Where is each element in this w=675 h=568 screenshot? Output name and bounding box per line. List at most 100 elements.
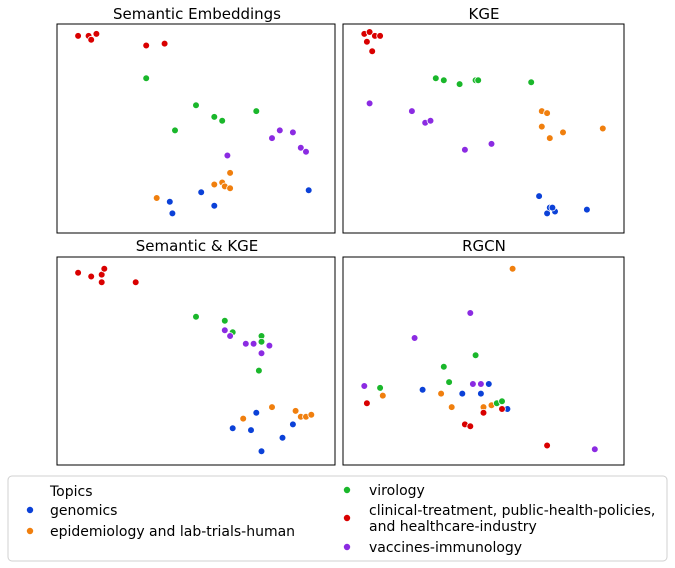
scatter-point [376, 32, 384, 40]
scatter-point [223, 151, 232, 160]
scatter-point [376, 384, 384, 392]
scatter-point [87, 272, 95, 281]
scatter-point [228, 424, 237, 433]
points-layer [360, 264, 599, 454]
scatter-point [487, 140, 496, 148]
panel-title: Semantic & KGE [136, 237, 259, 255]
scatter-point [537, 122, 546, 131]
plot-frame [56, 256, 336, 466]
scatter-point [445, 378, 453, 386]
scatter-point [368, 47, 377, 56]
panel-semantic-kge: Semantic & KGE [56, 237, 336, 466]
scatter-point [221, 326, 229, 335]
scatter-point [455, 80, 464, 88]
legend-marker [342, 514, 351, 523]
scatter-point [97, 278, 106, 287]
scatter-point [166, 198, 174, 206]
scatter-point [218, 117, 227, 125]
scatter-point [268, 134, 276, 142]
scatter-point [363, 399, 371, 408]
scatter-point [171, 126, 179, 135]
plot-frame [56, 23, 336, 234]
scatter-point [365, 99, 374, 108]
scatter-point [466, 422, 475, 431]
points-layer [74, 30, 313, 218]
scatter-point [477, 380, 485, 388]
scatter-point [275, 126, 284, 135]
scatter-point [302, 147, 310, 156]
scatter-point [474, 76, 483, 85]
scatter-point [545, 134, 554, 142]
scatter-point [307, 410, 316, 419]
scatter-point [289, 420, 297, 429]
legend-item-genomics: genomics [25, 503, 117, 519]
scatter-point [461, 145, 469, 154]
scatter-point [278, 433, 287, 442]
scatter-point [160, 39, 169, 48]
scatter-point [590, 445, 599, 454]
scatter-point [210, 201, 219, 210]
scatter-point [439, 362, 448, 371]
legend-item-epidemiology: epidemiology and lab-trials-human [25, 524, 295, 540]
legend-marker [25, 527, 34, 536]
scatter-point [431, 74, 440, 83]
plot-frame [342, 23, 625, 234]
legend-label: vaccines-immunology [369, 540, 522, 556]
scatter-point [508, 264, 517, 273]
scatter-point [74, 268, 82, 277]
scatter-point [410, 334, 419, 342]
scatter-point [268, 403, 276, 411]
scatter-point [543, 109, 551, 117]
scatter-point [363, 37, 371, 46]
scatter-point [249, 339, 258, 348]
scatter-point [559, 128, 567, 137]
scatter-point [479, 408, 488, 417]
legend: Topics genomics epidemiology and lab-tri… [7, 475, 668, 562]
scatter-point [221, 316, 229, 325]
scatter-point [439, 76, 448, 85]
panel-title: KGE [469, 5, 500, 23]
scatter-point [466, 309, 475, 317]
legend-marker [25, 505, 34, 514]
scatter-point [543, 441, 551, 450]
legend-item-virology: virology [342, 483, 425, 499]
scatter-point [265, 341, 274, 350]
scatter-point [583, 205, 591, 214]
scatter-point [469, 380, 477, 388]
scatter-point [247, 426, 255, 434]
scatter-point [458, 389, 467, 398]
panel-title: Semantic Embeddings [113, 5, 281, 23]
scatter-point [168, 209, 177, 218]
scatter-point [498, 397, 506, 406]
scatter-point [418, 385, 427, 394]
scatter-point [100, 264, 109, 273]
scatter-point [498, 405, 506, 413]
scatter-point [527, 78, 535, 86]
scatter-point [598, 124, 607, 133]
scatter-point [255, 366, 263, 375]
legend-label: clinical-treatment, public-health-polici… [369, 503, 655, 519]
legend-item-vaccines-immunology: vaccines-immunology [342, 540, 522, 556]
scatter-point [548, 203, 557, 212]
scatter-point [304, 186, 313, 195]
scatter-point [131, 278, 140, 287]
scatter-point [365, 28, 374, 36]
panel-semantic-embeddings: Semantic Embeddings [56, 5, 336, 234]
scatter-point [74, 32, 82, 40]
scatter-point [252, 408, 261, 417]
legend-marker [342, 543, 351, 552]
scatter-point [257, 337, 266, 346]
scatter-point [142, 74, 151, 83]
scatter-point [252, 107, 261, 115]
legend-label: virology [369, 483, 425, 499]
plot-frame [342, 256, 625, 466]
scatter-point [257, 447, 266, 456]
scatter-point [437, 389, 445, 398]
legend-label: epidemiology and lab-trials-human [50, 524, 295, 540]
points-layer [74, 264, 316, 456]
points-layer [360, 28, 607, 218]
scatter-point [239, 414, 248, 423]
scatter-point [226, 169, 234, 177]
scatter-point [447, 403, 456, 411]
